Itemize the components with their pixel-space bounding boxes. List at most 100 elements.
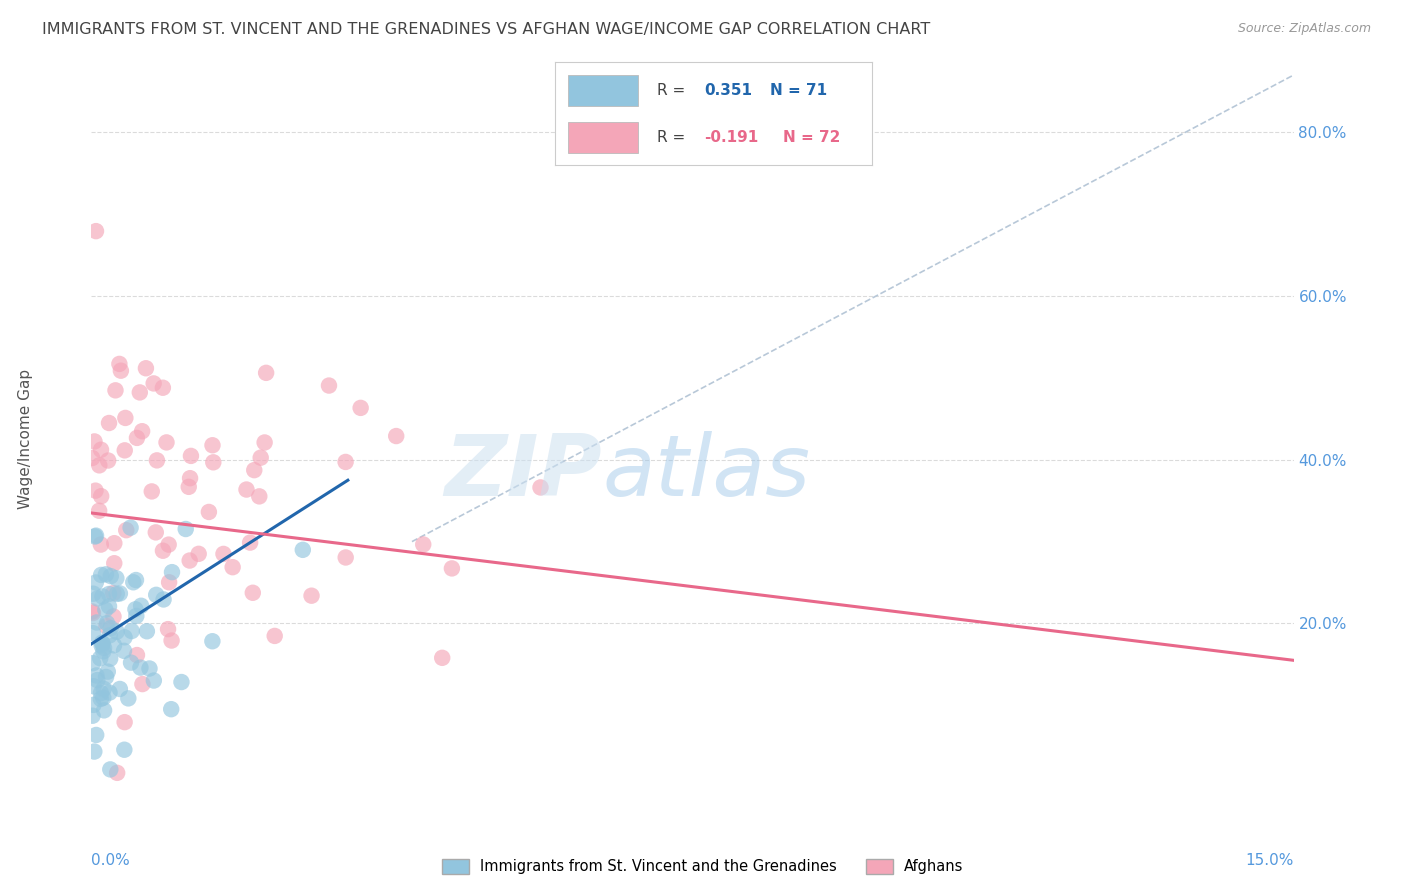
Text: R =: R =: [657, 83, 690, 97]
Point: [91, 637, 114, 651]
Point: [125, 648, 148, 662]
Point: [84, 529, 107, 543]
Point: [263, 629, 285, 643]
Text: Source: ZipAtlas.com: Source: ZipAtlas.com: [1237, 22, 1371, 36]
Text: N = 71: N = 71: [770, 83, 828, 97]
Point: [129, 599, 152, 613]
Point: [98, 628, 121, 642]
Point: [94, 603, 117, 617]
Bar: [568, 75, 638, 105]
Point: [212, 547, 235, 561]
Point: [177, 480, 200, 494]
Point: [86, 673, 108, 687]
Point: [103, 536, 125, 550]
Point: [201, 634, 224, 648]
Point: [125, 431, 148, 445]
Point: [243, 463, 266, 477]
Point: [131, 424, 153, 438]
Point: [114, 715, 136, 730]
Point: [98, 685, 121, 699]
Point: [135, 624, 157, 639]
Point: [93, 640, 115, 655]
Point: [98, 416, 121, 430]
Text: R =: R =: [657, 130, 690, 145]
Point: [350, 401, 373, 415]
Point: [103, 609, 125, 624]
Point: [141, 484, 163, 499]
Point: [100, 569, 122, 583]
Point: [90, 568, 112, 582]
Point: [100, 621, 122, 635]
Point: [105, 765, 128, 780]
Text: 15.0%: 15.0%: [1246, 853, 1294, 868]
Point: [91, 690, 114, 705]
Point: [98, 599, 121, 614]
Point: [120, 656, 142, 670]
Point: [82, 587, 104, 601]
Point: [83, 679, 105, 693]
Point: [98, 587, 121, 601]
Point: [89, 458, 111, 473]
Point: [96, 616, 118, 631]
Point: [249, 450, 271, 465]
Point: [83, 698, 105, 712]
Y-axis label: Wage/Income Gap: Wage/Income Gap: [18, 369, 34, 509]
Point: [432, 650, 454, 665]
Point: [112, 743, 135, 757]
Point: [202, 455, 225, 469]
Point: [103, 586, 125, 600]
Text: 0.351: 0.351: [704, 83, 752, 97]
Point: [114, 630, 136, 644]
Point: [440, 561, 463, 575]
Point: [84, 224, 107, 238]
Point: [142, 376, 165, 391]
Point: [318, 378, 340, 392]
Point: [105, 624, 128, 639]
Point: [155, 435, 177, 450]
Point: [160, 633, 183, 648]
Point: [239, 535, 262, 549]
Point: [253, 435, 276, 450]
Point: [145, 525, 167, 540]
Point: [84, 575, 107, 590]
Point: [94, 670, 117, 684]
Point: [84, 728, 107, 742]
Point: [145, 588, 167, 602]
Point: [291, 542, 314, 557]
Point: [96, 619, 118, 633]
Text: ZIP: ZIP: [444, 432, 602, 515]
Point: [83, 434, 105, 449]
Point: [86, 615, 108, 630]
Point: [108, 586, 131, 600]
Text: 0.0%: 0.0%: [91, 853, 131, 868]
Point: [90, 686, 112, 700]
Point: [105, 587, 128, 601]
Point: [98, 763, 121, 777]
Point: [93, 644, 115, 658]
Point: [174, 522, 197, 536]
Point: [108, 681, 131, 696]
Point: [385, 429, 408, 443]
Point: [90, 489, 112, 503]
Point: [93, 703, 115, 717]
Point: [254, 366, 277, 380]
Point: [335, 455, 357, 469]
Point: [157, 575, 180, 590]
Point: [120, 521, 142, 535]
Point: [103, 638, 125, 652]
Point: [94, 567, 117, 582]
Text: atlas: atlas: [602, 432, 810, 515]
Point: [91, 636, 114, 650]
Point: [135, 361, 157, 376]
Point: [82, 626, 104, 640]
Point: [198, 505, 221, 519]
Point: [301, 589, 323, 603]
Point: [84, 483, 107, 498]
Point: [103, 556, 125, 570]
Point: [105, 571, 128, 585]
Point: [412, 537, 434, 551]
Point: [179, 471, 201, 485]
Point: [104, 384, 127, 398]
Point: [82, 606, 104, 620]
Point: [115, 523, 138, 537]
